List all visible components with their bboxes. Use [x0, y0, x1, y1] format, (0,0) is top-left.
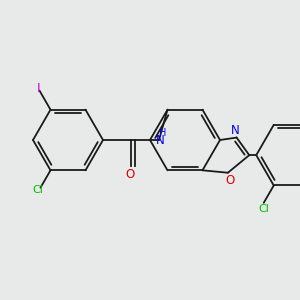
- Text: N: N: [156, 134, 164, 148]
- Text: Cl: Cl: [32, 184, 43, 195]
- Text: O: O: [225, 174, 235, 187]
- Text: N: N: [231, 124, 240, 137]
- Text: H: H: [159, 128, 167, 138]
- Text: Cl: Cl: [258, 204, 269, 214]
- Text: I: I: [37, 82, 40, 95]
- Text: O: O: [125, 167, 135, 181]
